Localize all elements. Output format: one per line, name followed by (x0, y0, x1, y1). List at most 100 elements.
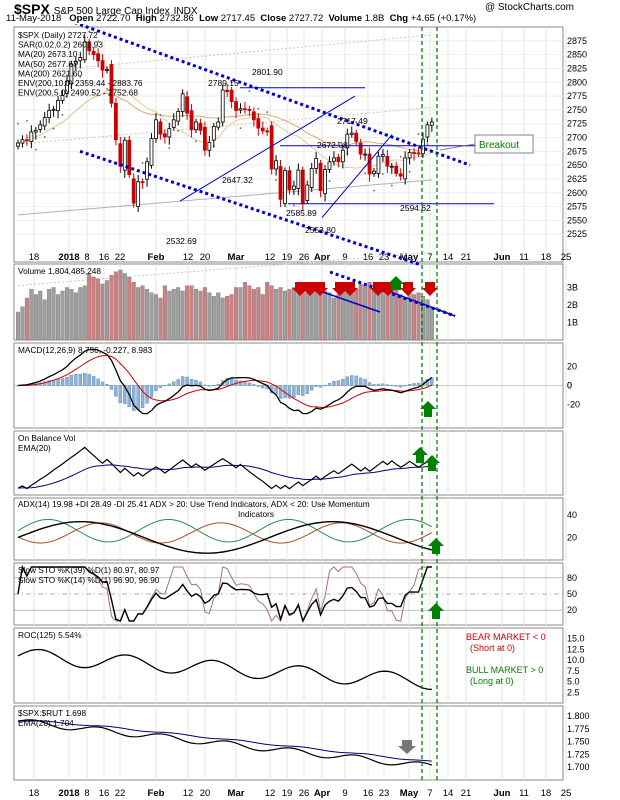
bull-market-note-2: (Long at 0) (470, 676, 514, 686)
sto-y-tick-label: 50 (567, 589, 577, 599)
macd-histogram-bar (256, 385, 260, 387)
x-axis-label: 22 (115, 788, 126, 799)
candle-body (358, 142, 363, 155)
volume-bar (242, 282, 247, 341)
candle-body (20, 139, 25, 144)
volume-bar (118, 269, 123, 341)
sar-dot (88, 30, 91, 33)
candle-body (216, 121, 221, 128)
volume-label: Volume (328, 13, 363, 24)
volume-down-arrow (342, 282, 358, 296)
volume-bar (251, 289, 256, 341)
volume-y-tick-label: 3B (567, 283, 578, 293)
candle-body (314, 158, 319, 169)
price-x-axis-label: 18 (29, 252, 40, 263)
macd-histogram-bar (83, 373, 87, 386)
ratio-y-tick-label: 1.700 (567, 762, 590, 772)
adx-y-tick-label: 40 (567, 510, 577, 520)
volume-bar (403, 297, 408, 341)
candle-body (162, 133, 167, 138)
x-axis-label: 26 (299, 788, 310, 799)
volume-bar (16, 311, 21, 341)
sar-dot (195, 140, 197, 143)
macd-y-tick-label: 20 (567, 362, 577, 372)
x-axis-label: 20 (200, 788, 211, 799)
macd-histogram-bar (114, 385, 118, 397)
price-x-axis-label: 12 (183, 252, 194, 263)
candle-body (100, 60, 105, 71)
macd-legend: MACD(12,26,9) 8.756, -0.227, 8.983 (18, 345, 153, 355)
bull-market-note: BULL MARKET > 0 (466, 665, 543, 675)
volume-bar (176, 287, 181, 341)
roc-y-tick-label: 10.0 (567, 655, 585, 665)
candle-body (425, 124, 430, 138)
price-x-axis-label: Feb (148, 252, 165, 263)
candle-body (118, 143, 123, 167)
x-axis-label: 18 (541, 788, 552, 799)
open-value: 2722.70 (96, 13, 131, 24)
volume-bar (82, 285, 87, 341)
price-y-tick-label: 2875 (567, 36, 587, 46)
candle-body (332, 157, 336, 162)
macd-histogram-bar (341, 378, 345, 386)
candle-body (296, 169, 301, 189)
volume-legend: Volume 1,804,485,248 (18, 266, 101, 276)
candle-body (154, 119, 158, 140)
obv-up-arrow-2 (424, 455, 440, 471)
volume-bar (367, 282, 372, 341)
candle-body (238, 108, 243, 111)
volume-bar (87, 273, 92, 341)
candle-body (260, 127, 265, 132)
price-y-tick-label: 2650 (567, 160, 587, 170)
candle-body (363, 153, 368, 156)
macd-histogram-bar (412, 383, 416, 386)
macd-histogram-bar (381, 383, 385, 386)
x-axis-label: 9 (342, 788, 347, 799)
ratio-line (17, 719, 433, 766)
price-annotation: 2585.89 (286, 208, 317, 218)
volume-bar (305, 292, 310, 341)
sto-legend: Slow STO %K(39) %D(1) 80.97, 80.97 (18, 565, 160, 575)
volume-bar (354, 289, 359, 341)
volume-bar (127, 276, 132, 341)
macd-histogram-bar (65, 376, 69, 386)
candle-body (38, 124, 43, 130)
close-label: Close (260, 13, 287, 24)
macd-histogram-bar (278, 385, 283, 399)
sar-dot (426, 143, 429, 146)
price-y-tick-label: 2850 (567, 50, 587, 60)
macd-histogram-bar (109, 385, 114, 390)
chg-label: Chg (389, 13, 409, 24)
macd-histogram-bar (252, 384, 256, 386)
candle-body (51, 108, 56, 111)
macd-histogram-bar (301, 385, 305, 396)
volume-bar (358, 283, 363, 341)
candle-body (198, 122, 203, 131)
sar-dot (355, 121, 358, 123)
macd-histogram-bar (372, 384, 376, 386)
x-axis-label: 7 (427, 788, 432, 799)
sar-dot (52, 127, 55, 130)
volume-bar (38, 290, 43, 341)
price-legend-item: MA(50) 2677.67 (18, 59, 78, 69)
volume-bar (47, 289, 52, 341)
macd-histogram-bar (172, 381, 176, 386)
open-label: Open (69, 13, 94, 24)
volume-bar (33, 294, 38, 341)
price-legend-item: ENV(200,10.0) 2359.44 - 2883.76 (18, 78, 143, 88)
price-x-axis-label: 26 (299, 252, 310, 263)
volume-bar (198, 290, 203, 341)
price-y-tick-label: 2575 (567, 202, 587, 212)
macd-histogram-bar (345, 376, 349, 386)
macd-up-arrow (420, 401, 436, 417)
sar-dot (34, 148, 37, 151)
candle-body (149, 138, 154, 166)
volume-bar (78, 287, 83, 341)
volume-bar (429, 308, 434, 341)
rising-trendline-left (179, 95, 356, 202)
candle-body (398, 173, 403, 177)
price-x-axis-label: 16 (99, 252, 110, 263)
price-x-axis-label: 2018 (58, 252, 79, 263)
macd-histogram-bar (314, 385, 318, 387)
price-x-axis-label: 9 (342, 252, 347, 263)
